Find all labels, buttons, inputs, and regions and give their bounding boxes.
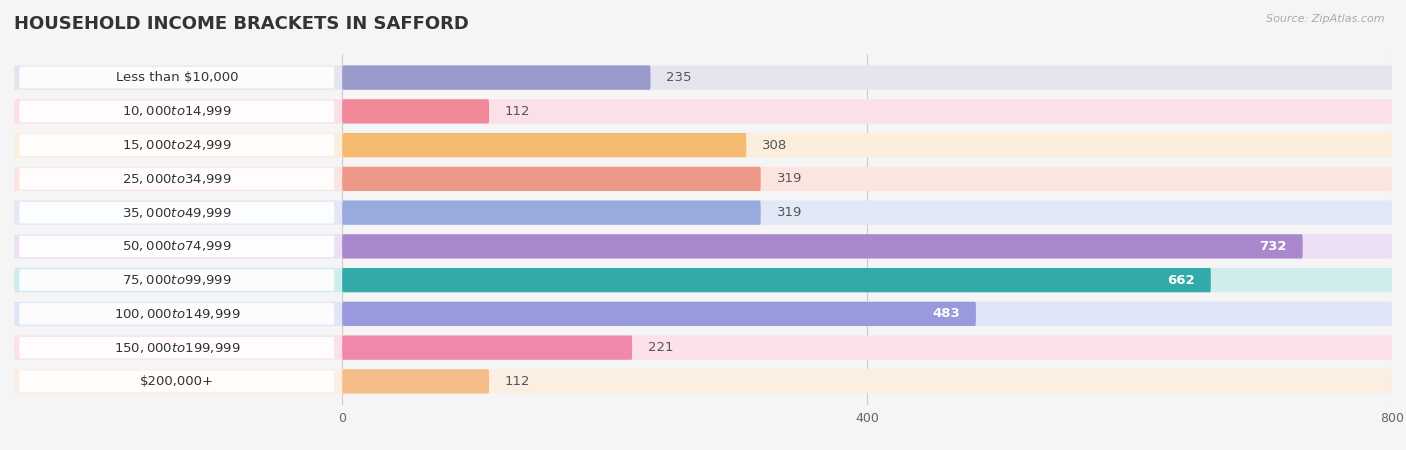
Text: HOUSEHOLD INCOME BRACKETS IN SAFFORD: HOUSEHOLD INCOME BRACKETS IN SAFFORD — [14, 15, 470, 33]
Text: Less than $10,000: Less than $10,000 — [115, 71, 238, 84]
FancyBboxPatch shape — [342, 234, 1303, 258]
FancyBboxPatch shape — [342, 336, 633, 360]
FancyBboxPatch shape — [342, 133, 747, 157]
Text: 732: 732 — [1260, 240, 1286, 253]
Text: 662: 662 — [1167, 274, 1195, 287]
FancyBboxPatch shape — [14, 201, 1392, 225]
Text: $100,000 to $149,999: $100,000 to $149,999 — [114, 307, 240, 321]
Text: $50,000 to $74,999: $50,000 to $74,999 — [122, 239, 232, 253]
FancyBboxPatch shape — [342, 268, 1211, 292]
Text: 112: 112 — [505, 375, 530, 388]
FancyBboxPatch shape — [14, 336, 1392, 360]
Text: 221: 221 — [648, 341, 673, 354]
Text: 319: 319 — [776, 172, 801, 185]
FancyBboxPatch shape — [20, 303, 335, 325]
FancyBboxPatch shape — [342, 65, 651, 90]
Text: 235: 235 — [666, 71, 692, 84]
FancyBboxPatch shape — [20, 67, 335, 88]
FancyBboxPatch shape — [342, 369, 489, 393]
FancyBboxPatch shape — [14, 369, 1392, 393]
FancyBboxPatch shape — [14, 302, 1392, 326]
Text: $25,000 to $34,999: $25,000 to $34,999 — [122, 172, 232, 186]
FancyBboxPatch shape — [20, 100, 335, 122]
FancyBboxPatch shape — [20, 371, 335, 392]
FancyBboxPatch shape — [20, 202, 335, 223]
FancyBboxPatch shape — [20, 168, 335, 189]
FancyBboxPatch shape — [14, 268, 1392, 292]
FancyBboxPatch shape — [20, 134, 335, 156]
FancyBboxPatch shape — [14, 234, 1392, 258]
Text: $10,000 to $14,999: $10,000 to $14,999 — [122, 104, 232, 118]
Text: $200,000+: $200,000+ — [139, 375, 214, 388]
Text: $150,000 to $199,999: $150,000 to $199,999 — [114, 341, 240, 355]
Text: 112: 112 — [505, 105, 530, 118]
FancyBboxPatch shape — [342, 302, 976, 326]
FancyBboxPatch shape — [342, 166, 761, 191]
FancyBboxPatch shape — [14, 99, 1392, 123]
Text: $75,000 to $99,999: $75,000 to $99,999 — [122, 273, 232, 287]
Text: 308: 308 — [762, 139, 787, 152]
FancyBboxPatch shape — [14, 133, 1392, 157]
Text: 483: 483 — [932, 307, 960, 320]
Text: $15,000 to $24,999: $15,000 to $24,999 — [122, 138, 232, 152]
FancyBboxPatch shape — [342, 99, 489, 123]
FancyBboxPatch shape — [20, 269, 335, 291]
Text: 319: 319 — [776, 206, 801, 219]
FancyBboxPatch shape — [20, 337, 335, 358]
FancyBboxPatch shape — [14, 65, 1392, 90]
Text: Source: ZipAtlas.com: Source: ZipAtlas.com — [1267, 14, 1385, 23]
FancyBboxPatch shape — [20, 235, 335, 257]
FancyBboxPatch shape — [342, 201, 761, 225]
FancyBboxPatch shape — [14, 166, 1392, 191]
Text: $35,000 to $49,999: $35,000 to $49,999 — [122, 206, 232, 220]
